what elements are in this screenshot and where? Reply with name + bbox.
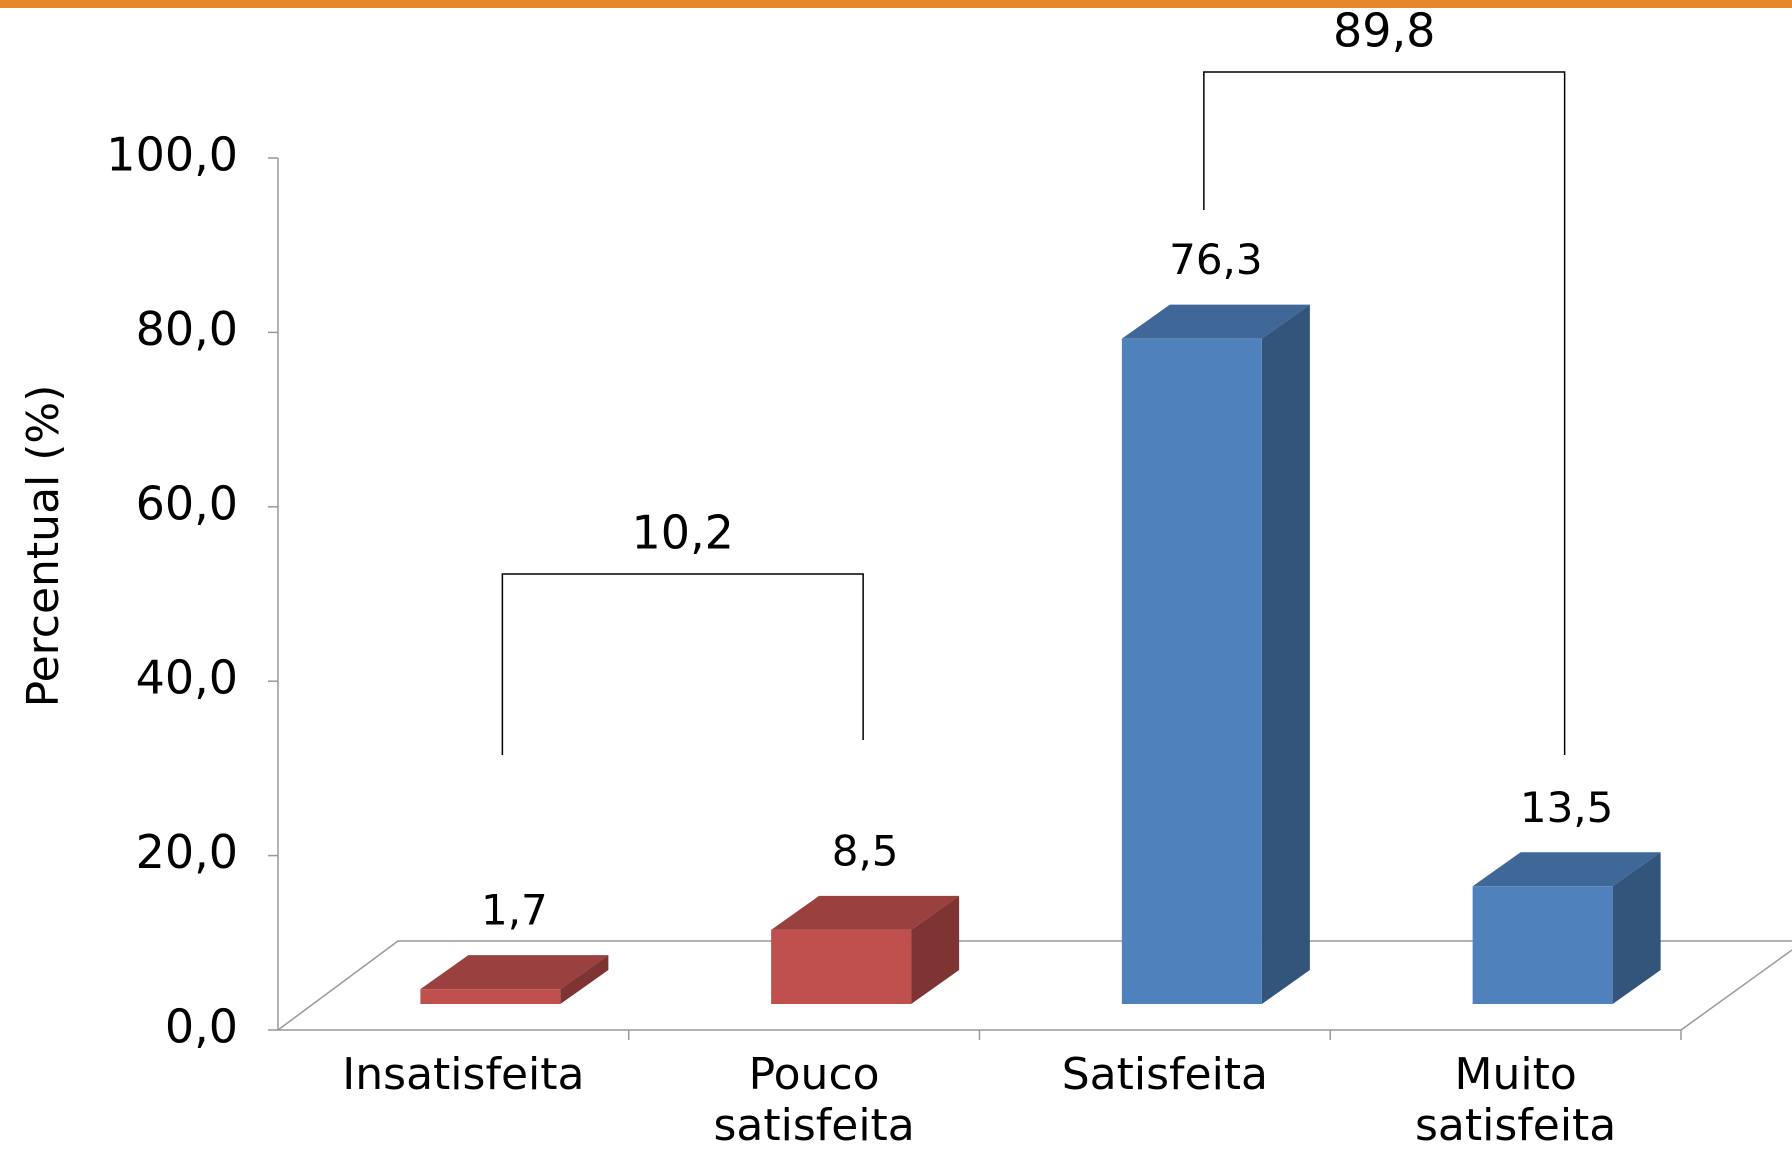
annotation: 89,8 xyxy=(1333,4,1435,58)
y-tick-label: 80,0 xyxy=(136,302,238,356)
y-axis-label: Percentual (%) xyxy=(18,385,69,708)
bar-top xyxy=(771,895,960,930)
bar xyxy=(420,989,561,1004)
y-tick-label: 100,0 xyxy=(106,128,238,182)
bracket xyxy=(501,573,864,755)
bar xyxy=(771,929,912,1004)
top-stripe xyxy=(0,0,1792,8)
x-tick-label: Insatisfeita xyxy=(342,1049,585,1100)
floor xyxy=(277,940,1792,1031)
bar-side xyxy=(1261,304,1310,1004)
x-tick-label: Satisfeita xyxy=(1061,1049,1269,1100)
value-label: 76,3 xyxy=(1169,235,1263,284)
y-tick-label: 0,0 xyxy=(165,1000,238,1054)
bracket xyxy=(1203,71,1566,755)
value-label: 8,5 xyxy=(832,826,899,875)
value-label: 1,7 xyxy=(481,886,548,935)
x-tick-label: Muito satisfeita xyxy=(1414,1049,1617,1151)
bar xyxy=(1472,886,1613,1004)
y-tick-label: 40,0 xyxy=(136,651,238,705)
bar-side xyxy=(560,955,609,1004)
bar-side xyxy=(911,895,960,1004)
y-tick-label: 60,0 xyxy=(136,476,238,530)
y-tick-label: 20,0 xyxy=(136,825,238,879)
x-tick-label: Pouco satisfeita xyxy=(713,1049,915,1151)
value-label: 13,5 xyxy=(1520,783,1614,832)
bar xyxy=(1121,338,1262,1004)
bar-top xyxy=(420,955,609,990)
annotation: 10,2 xyxy=(632,506,734,560)
bar-top xyxy=(1472,852,1661,887)
bar-top xyxy=(1121,304,1310,339)
bar-side xyxy=(1612,852,1661,1004)
